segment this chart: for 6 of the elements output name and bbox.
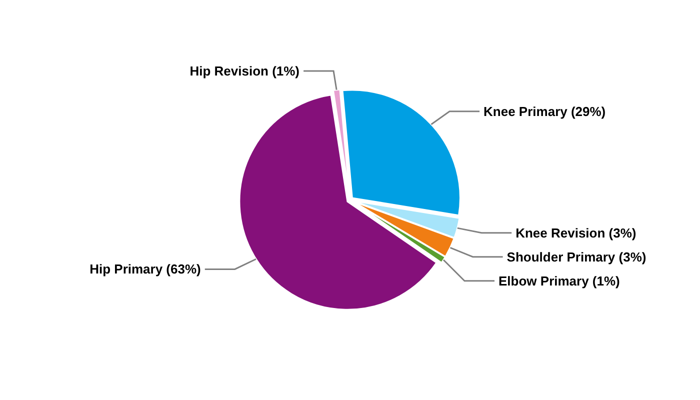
slice-label: Elbow Primary (1%) [498,273,620,288]
slice-label: Hip Primary (63%) [90,262,201,277]
slice-label: Shoulder Primary (3%) [506,249,646,264]
slice-label: Knee Revision (3%) [516,225,636,240]
slice-label: Hip Revision (1%) [190,64,300,79]
slice-label: Knee Primary (29%) [484,104,606,119]
